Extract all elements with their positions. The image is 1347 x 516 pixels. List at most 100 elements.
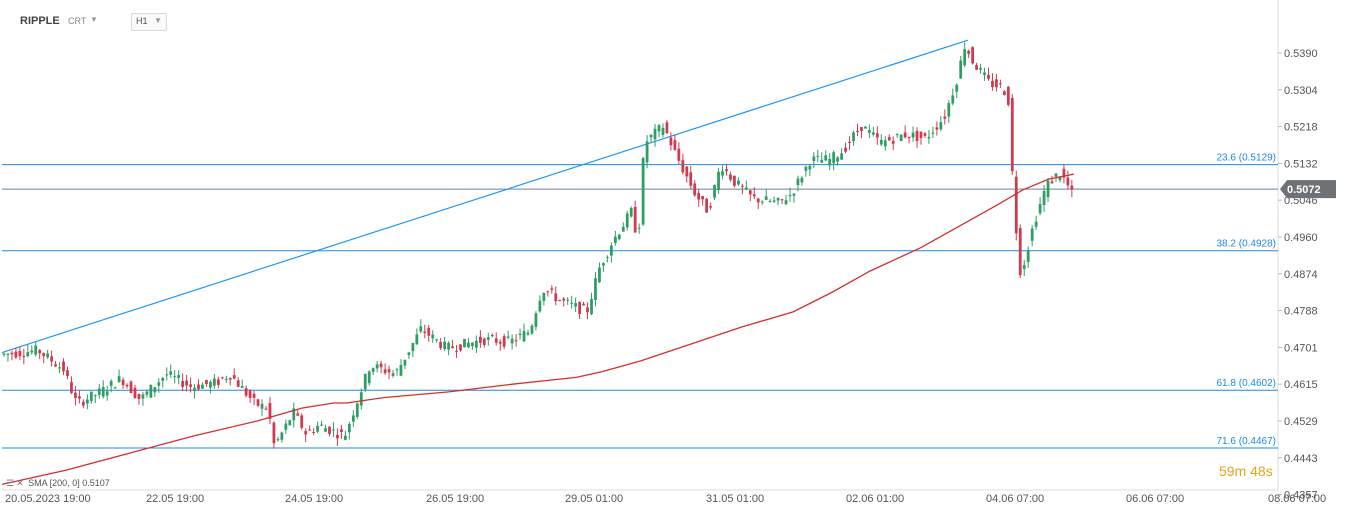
candle-body	[101, 387, 105, 397]
candle-body	[10, 352, 14, 355]
candle-body	[665, 122, 669, 133]
candle-body	[379, 363, 383, 368]
candle-body	[117, 376, 121, 382]
chevron-down-icon[interactable]: ▼	[90, 15, 98, 24]
candle-body	[931, 132, 935, 134]
time-tick-label: 31.05 01:00	[706, 493, 764, 505]
candle-body	[633, 206, 637, 233]
menu-icon[interactable]: ☰	[6, 478, 15, 488]
close-icon[interactable]: ✕	[16, 478, 24, 488]
candle-body	[185, 380, 188, 386]
candle-body	[907, 136, 911, 139]
candle-body	[526, 332, 530, 335]
candle-body	[542, 293, 546, 302]
candle-body	[832, 152, 836, 164]
candle-body	[216, 379, 220, 385]
time-tick-label: 20.05.2023 19:00	[5, 493, 91, 505]
candle-body	[927, 136, 931, 139]
candle-body	[280, 432, 284, 440]
candle-body	[752, 194, 756, 197]
candle-body	[260, 403, 264, 409]
candle-body	[220, 377, 224, 379]
fib-level-label: 71.6 (0.4467)	[1217, 436, 1277, 447]
candle-body	[649, 134, 653, 138]
candle-body	[566, 299, 570, 301]
candle-body	[70, 382, 73, 394]
price-tick-label: 0.5218	[1284, 122, 1318, 134]
time-tick-label: 29.05 01:00	[565, 493, 623, 505]
candle-body	[399, 364, 403, 376]
candle-body	[951, 95, 955, 104]
indicator-legend[interactable]: ☰ ✕ SMA [200, 0] 0.5107	[6, 478, 110, 489]
candle-body	[498, 341, 502, 344]
candle-body	[971, 47, 975, 64]
candle-body	[717, 171, 720, 191]
time-tick-label: 24.05 19:00	[285, 493, 343, 505]
candle-body	[1030, 228, 1034, 241]
candle-body	[784, 200, 788, 205]
candle-body	[403, 359, 407, 366]
candle-body	[1006, 86, 1010, 105]
candle-body	[871, 132, 875, 135]
chart-type-selector[interactable]: CRT	[68, 16, 87, 26]
candle-body	[903, 132, 907, 138]
candle-body	[796, 178, 800, 186]
candle-body	[645, 141, 649, 163]
candle-body	[562, 298, 566, 301]
candle-body	[983, 72, 986, 75]
candle-body	[66, 370, 69, 376]
chevron-down-icon[interactable]: ▼	[154, 16, 162, 25]
price-tick-label: 0.4701	[1284, 342, 1318, 354]
candle-body	[828, 158, 832, 166]
candle-body	[1046, 180, 1050, 197]
candle-body	[975, 65, 978, 70]
timeframe-selector[interactable]	[131, 13, 167, 31]
current-price-label: 0.5072	[1287, 184, 1321, 196]
indicator-params: [200, 0]	[49, 478, 80, 488]
candle-body	[193, 387, 196, 392]
timeframe-label[interactable]: H1	[136, 16, 148, 26]
candle-body	[343, 435, 347, 440]
time-tick-label: 22.05 19:00	[146, 493, 204, 505]
candle-body	[1038, 203, 1042, 214]
candle-body	[864, 126, 867, 129]
timer-seconds: 48	[1250, 463, 1266, 479]
candle-body	[586, 307, 589, 313]
time-tick-label: 26.05 19:00	[426, 493, 484, 505]
candle-body	[637, 227, 641, 229]
candle-countdown: 59m 48s	[1219, 463, 1273, 479]
candle-body	[435, 339, 439, 341]
candle-body	[46, 353, 50, 358]
candle-body	[316, 425, 319, 432]
candle-body	[494, 338, 498, 343]
candle-body	[764, 196, 768, 200]
candle-body	[808, 165, 812, 170]
candle-body	[471, 342, 474, 347]
candle-body	[740, 185, 744, 187]
candle-body	[324, 428, 327, 432]
candle-body	[81, 401, 85, 406]
timer-minutes: 59	[1219, 463, 1235, 479]
candle-body	[875, 133, 879, 138]
candle-body	[594, 278, 597, 300]
candle-body	[554, 293, 558, 302]
time-tick-label: 08.06 07:00	[1268, 493, 1326, 505]
candle-body	[609, 245, 613, 256]
candle-body	[351, 415, 355, 422]
candle-body	[447, 343, 450, 350]
candle-body	[689, 172, 693, 186]
candle-body	[530, 325, 534, 334]
sma-200-line	[1, 173, 1074, 485]
candle-body	[181, 380, 185, 387]
candle-body	[816, 155, 820, 157]
candle-body	[578, 302, 581, 315]
candle-body	[459, 344, 462, 351]
candle-body	[677, 148, 681, 161]
candle-body	[653, 128, 657, 140]
candle-body	[681, 160, 685, 173]
candle-body	[1042, 191, 1046, 205]
candle-body	[336, 434, 339, 439]
indicator-name: SMA	[28, 478, 48, 488]
candle-body	[490, 334, 494, 337]
